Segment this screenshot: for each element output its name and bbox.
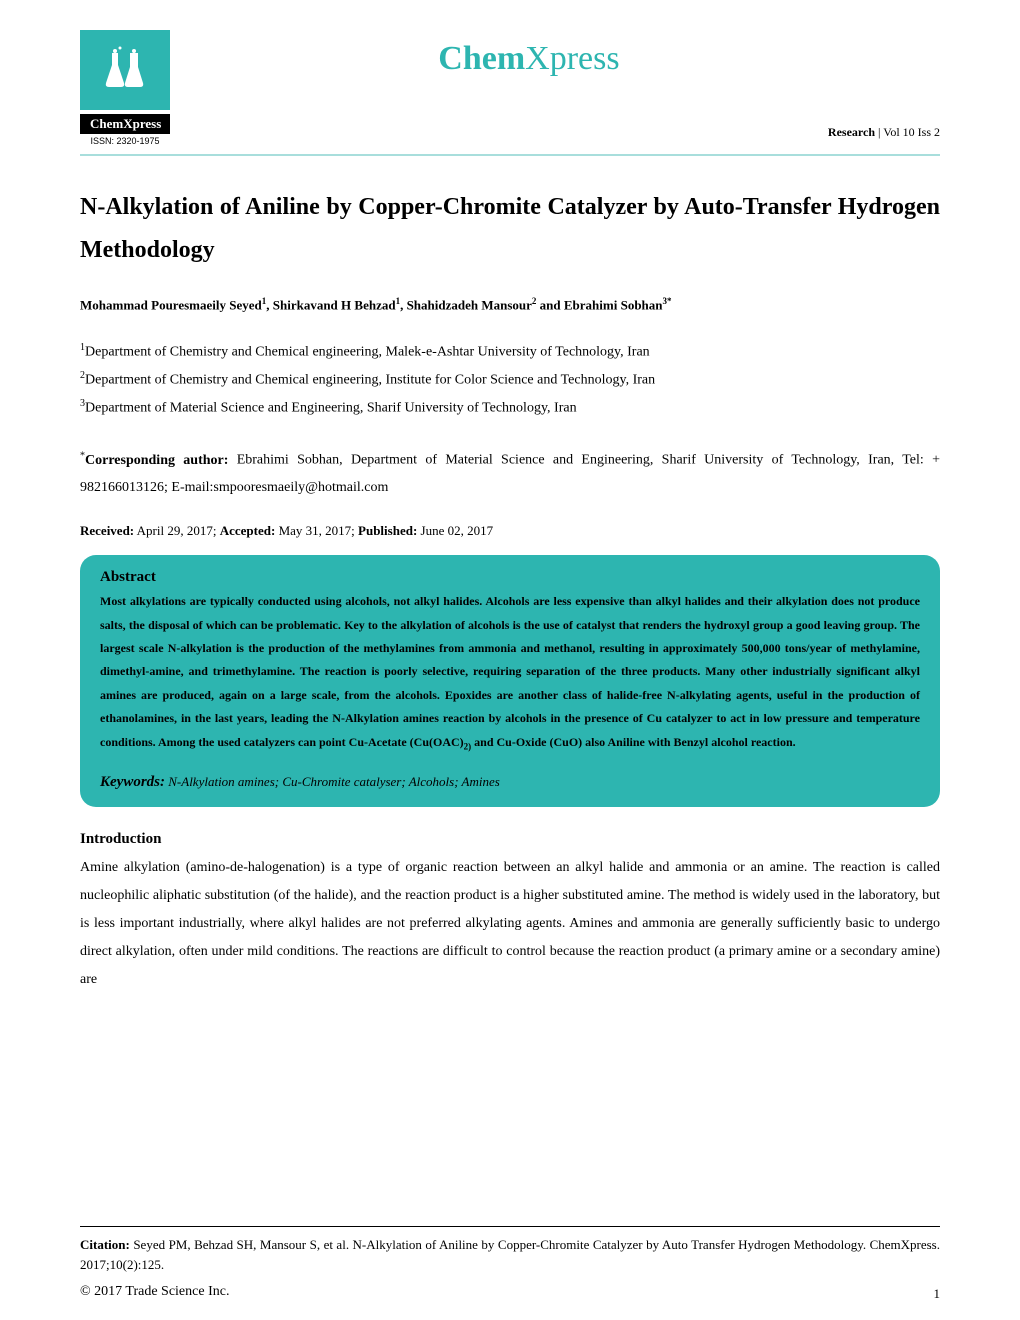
issn-label: ISSN: 2320-1975: [90, 136, 159, 146]
affiliation-1: 1Department of Chemistry and Chemical en…: [80, 338, 940, 366]
publication-dates: Received: April 29, 2017; Accepted: May …: [80, 523, 940, 539]
affiliations: 1Department of Chemistry and Chemical en…: [80, 338, 940, 423]
citation-text: Seyed PM, Behzad SH, Mansour S, et al. N…: [80, 1237, 940, 1272]
article-title: N-Alkylation of Aniline by Copper-Chromi…: [80, 186, 940, 272]
journal-logo: [80, 30, 170, 110]
abstract-text: Most alkylations are typically conducted…: [100, 590, 920, 755]
page-footer: Citation: Seyed PM, Behzad SH, Mansour S…: [80, 1226, 940, 1300]
abstract-heading: Abstract: [100, 569, 920, 586]
journal-name-badge: ChemXpress: [80, 114, 170, 134]
logo-section: ChemXpress ISSN: 2320-1975: [80, 30, 170, 146]
header-divider: [80, 154, 940, 156]
authors-list: Mohammad Pouresmaeily Seyed1, Shirkavand…: [80, 296, 940, 313]
citation: Citation: Seyed PM, Behzad SH, Mansour S…: [80, 1235, 940, 1274]
copyright: © 2017 Trade Science Inc.: [80, 1284, 940, 1300]
abstract-box: Abstract Most alkylations are typically …: [80, 555, 940, 806]
corresponding-author: *Corresponding author: Ebrahimi Sobhan, …: [80, 446, 940, 501]
page-number: 1: [934, 1286, 941, 1302]
affiliation-2: 2Department of Chemistry and Chemical en…: [80, 366, 940, 394]
keywords: Keywords: N-Alkylation amines; Cu-Chromi…: [100, 774, 920, 791]
research-label: Research: [828, 125, 875, 139]
introduction-text: Amine alkylation (amino-de-halogenation)…: [80, 854, 940, 994]
volume-info: Research | Vol 10 Iss 2: [828, 125, 940, 140]
introduction-heading: Introduction: [80, 831, 940, 848]
citation-label: Citation:: [80, 1237, 130, 1252]
brand-title: ChemXpress: [170, 40, 828, 78]
brand-suffix: Xpress: [525, 40, 619, 77]
page-header: ChemXpress ISSN: 2320-1975 ChemXpress Re…: [80, 30, 940, 146]
corresponding-label: *Corresponding author:: [80, 453, 228, 468]
affiliation-3: 3Department of Material Science and Engi…: [80, 394, 940, 422]
introduction-section: Introduction Amine alkylation (amino-de-…: [80, 831, 940, 994]
footer-divider: [80, 1226, 940, 1227]
flask-icon: [100, 45, 150, 95]
vol-issue: | Vol 10 Iss 2: [875, 125, 940, 139]
keywords-text: N-Alkylation amines; Cu-Chromite catalys…: [165, 774, 500, 789]
brand-prefix: Chem: [438, 40, 525, 77]
keywords-label: Keywords:: [100, 774, 165, 790]
